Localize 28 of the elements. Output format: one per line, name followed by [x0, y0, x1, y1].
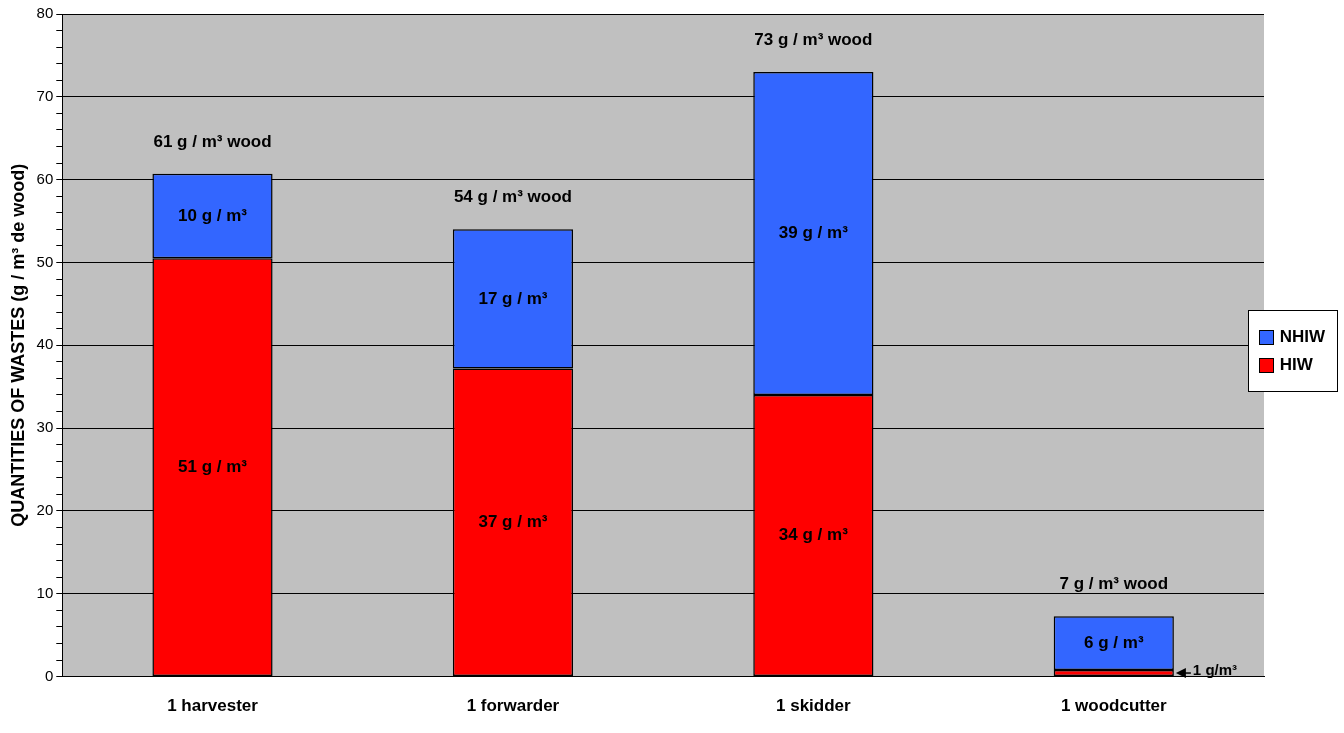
y-tick-label: 40 — [36, 335, 54, 353]
y-tick-label: 60 — [36, 169, 54, 187]
data-label: 39 g / m³ — [778, 223, 849, 243]
legend-label: NHIW — [1279, 327, 1325, 347]
data-label: 1 g/m³ — [1192, 661, 1238, 679]
total-label: 7 g / m³ wood — [1059, 573, 1169, 593]
y-tick-label: 70 — [36, 86, 54, 104]
y-axis-title: QUANTITIES OF WASTES (g / m³ de wood) — [7, 163, 28, 527]
data-label: 37 g / m³ — [478, 511, 548, 531]
y-tick-label: 50 — [36, 252, 54, 270]
data-label: 10 g / m³ — [178, 205, 248, 225]
x-tick-label: 1 skidder — [776, 696, 852, 716]
legend-label: HIW — [1279, 355, 1313, 375]
total-label: 54 g / m³ wood — [453, 187, 572, 207]
y-tick-label: 10 — [36, 583, 54, 601]
y-tick-label: 0 — [44, 666, 54, 684]
y-tick-label: 20 — [36, 501, 54, 519]
data-label: 51 g / m³ — [178, 456, 248, 476]
data-label: 34 g / m³ — [778, 525, 849, 545]
y-tick-label: 80 — [36, 4, 54, 22]
data-label: 6 g / m³ — [1084, 632, 1144, 652]
total-label: 73 g / m³ wood — [754, 29, 873, 49]
x-tick-label: 1 woodcutter — [1060, 696, 1168, 716]
x-tick-label: 1 harvester — [167, 696, 259, 716]
y-tick-label: 30 — [36, 418, 54, 436]
data-label: 17 g / m³ — [478, 288, 548, 308]
total-label: 61 g / m³ wood — [153, 131, 272, 151]
x-tick-label: 1 forwarder — [466, 696, 560, 716]
